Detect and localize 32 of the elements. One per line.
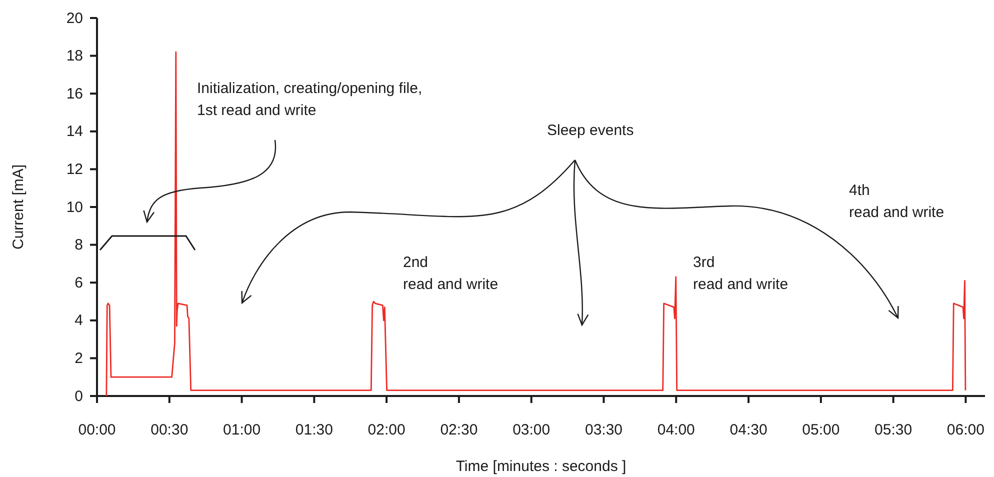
y-tick-label: 2 bbox=[74, 350, 83, 367]
y-tick-label: 12 bbox=[66, 161, 83, 178]
x-tick-label: 01:00 bbox=[223, 422, 261, 438]
annotation: 3rd read and write bbox=[693, 254, 788, 293]
y-tick-label: 4 bbox=[74, 312, 83, 330]
y-tick-label: 0 bbox=[74, 388, 83, 405]
y-tick-label: 20 bbox=[66, 10, 83, 27]
y-tick-label: 6 bbox=[74, 274, 83, 292]
x-tick-label: 00:00 bbox=[78, 422, 116, 438]
x-tick-label: 05:30 bbox=[874, 422, 912, 438]
x-tick-label: 06:00 bbox=[946, 422, 984, 438]
y-tick-label: 10 bbox=[66, 198, 83, 216]
annotation: 4th read and write bbox=[849, 182, 944, 221]
x-tick-label: 02:30 bbox=[440, 422, 478, 438]
x-tick-label: 00:30 bbox=[150, 422, 188, 438]
annotation: 2nd read and write bbox=[403, 254, 498, 293]
annotation: Sleep events bbox=[547, 122, 634, 139]
x-tick-label: 05:00 bbox=[802, 422, 840, 438]
y-axis-title: Current [mA] bbox=[10, 164, 27, 250]
y-tick-label: 14 bbox=[66, 123, 83, 140]
x-tick-label: 03:00 bbox=[512, 422, 550, 438]
x-tick-label: 01:30 bbox=[295, 422, 333, 438]
y-tick-label: 18 bbox=[66, 48, 83, 65]
y-tick-label: 16 bbox=[66, 85, 83, 102]
x-axis-title: Time [minutes : seconds ] bbox=[456, 458, 626, 475]
y-tick-label: 8 bbox=[74, 236, 83, 254]
annotation: Initialization, creating/opening file, 1st read and write bbox=[197, 80, 422, 119]
x-tick-label: 03:30 bbox=[584, 422, 623, 438]
line-series bbox=[106, 51, 966, 397]
x-tick-label: 02:00 bbox=[368, 422, 406, 438]
x-tick-label: 04:30 bbox=[730, 422, 768, 438]
x-tick-label: 04:00 bbox=[657, 422, 695, 438]
